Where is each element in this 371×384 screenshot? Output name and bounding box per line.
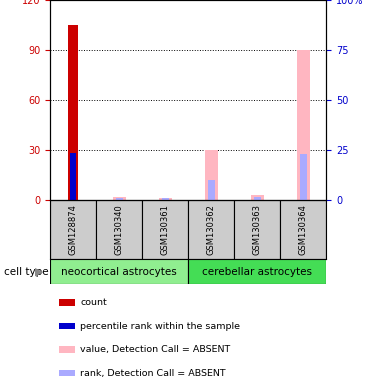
Bar: [68, 25, 78, 200]
Text: percentile rank within the sample: percentile rank within the sample: [80, 321, 240, 331]
Bar: [251, 195, 264, 200]
Text: cerebellar astrocytes: cerebellar astrocytes: [203, 266, 312, 277]
Bar: [300, 154, 307, 200]
Bar: [96, 200, 142, 259]
Bar: [50, 200, 96, 259]
Bar: [188, 200, 234, 259]
Bar: [297, 50, 310, 200]
Bar: [162, 198, 169, 200]
Text: GSM128874: GSM128874: [69, 204, 78, 255]
Text: count: count: [80, 298, 107, 307]
Text: neocortical astrocytes: neocortical astrocytes: [61, 266, 177, 277]
Bar: [59, 299, 75, 306]
Bar: [208, 180, 215, 200]
Bar: [113, 197, 126, 200]
Text: rank, Detection Call = ABSENT: rank, Detection Call = ABSENT: [80, 369, 226, 377]
Text: GSM130361: GSM130361: [161, 204, 170, 255]
Text: GSM130364: GSM130364: [299, 204, 308, 255]
Bar: [254, 197, 261, 200]
Bar: [205, 150, 218, 200]
Bar: [188, 259, 326, 284]
Bar: [59, 323, 75, 329]
Bar: [59, 370, 75, 376]
Bar: [159, 198, 172, 200]
Bar: [142, 200, 188, 259]
Bar: [50, 259, 188, 284]
Text: GSM130340: GSM130340: [115, 204, 124, 255]
Text: GSM130362: GSM130362: [207, 204, 216, 255]
Text: value, Detection Call = ABSENT: value, Detection Call = ABSENT: [80, 345, 230, 354]
Text: ▶: ▶: [35, 266, 44, 277]
Bar: [70, 153, 76, 200]
Bar: [116, 198, 123, 200]
Bar: [234, 200, 280, 259]
Text: cell type: cell type: [4, 266, 48, 277]
Bar: [59, 346, 75, 353]
Bar: [280, 200, 326, 259]
Text: GSM130363: GSM130363: [253, 204, 262, 255]
